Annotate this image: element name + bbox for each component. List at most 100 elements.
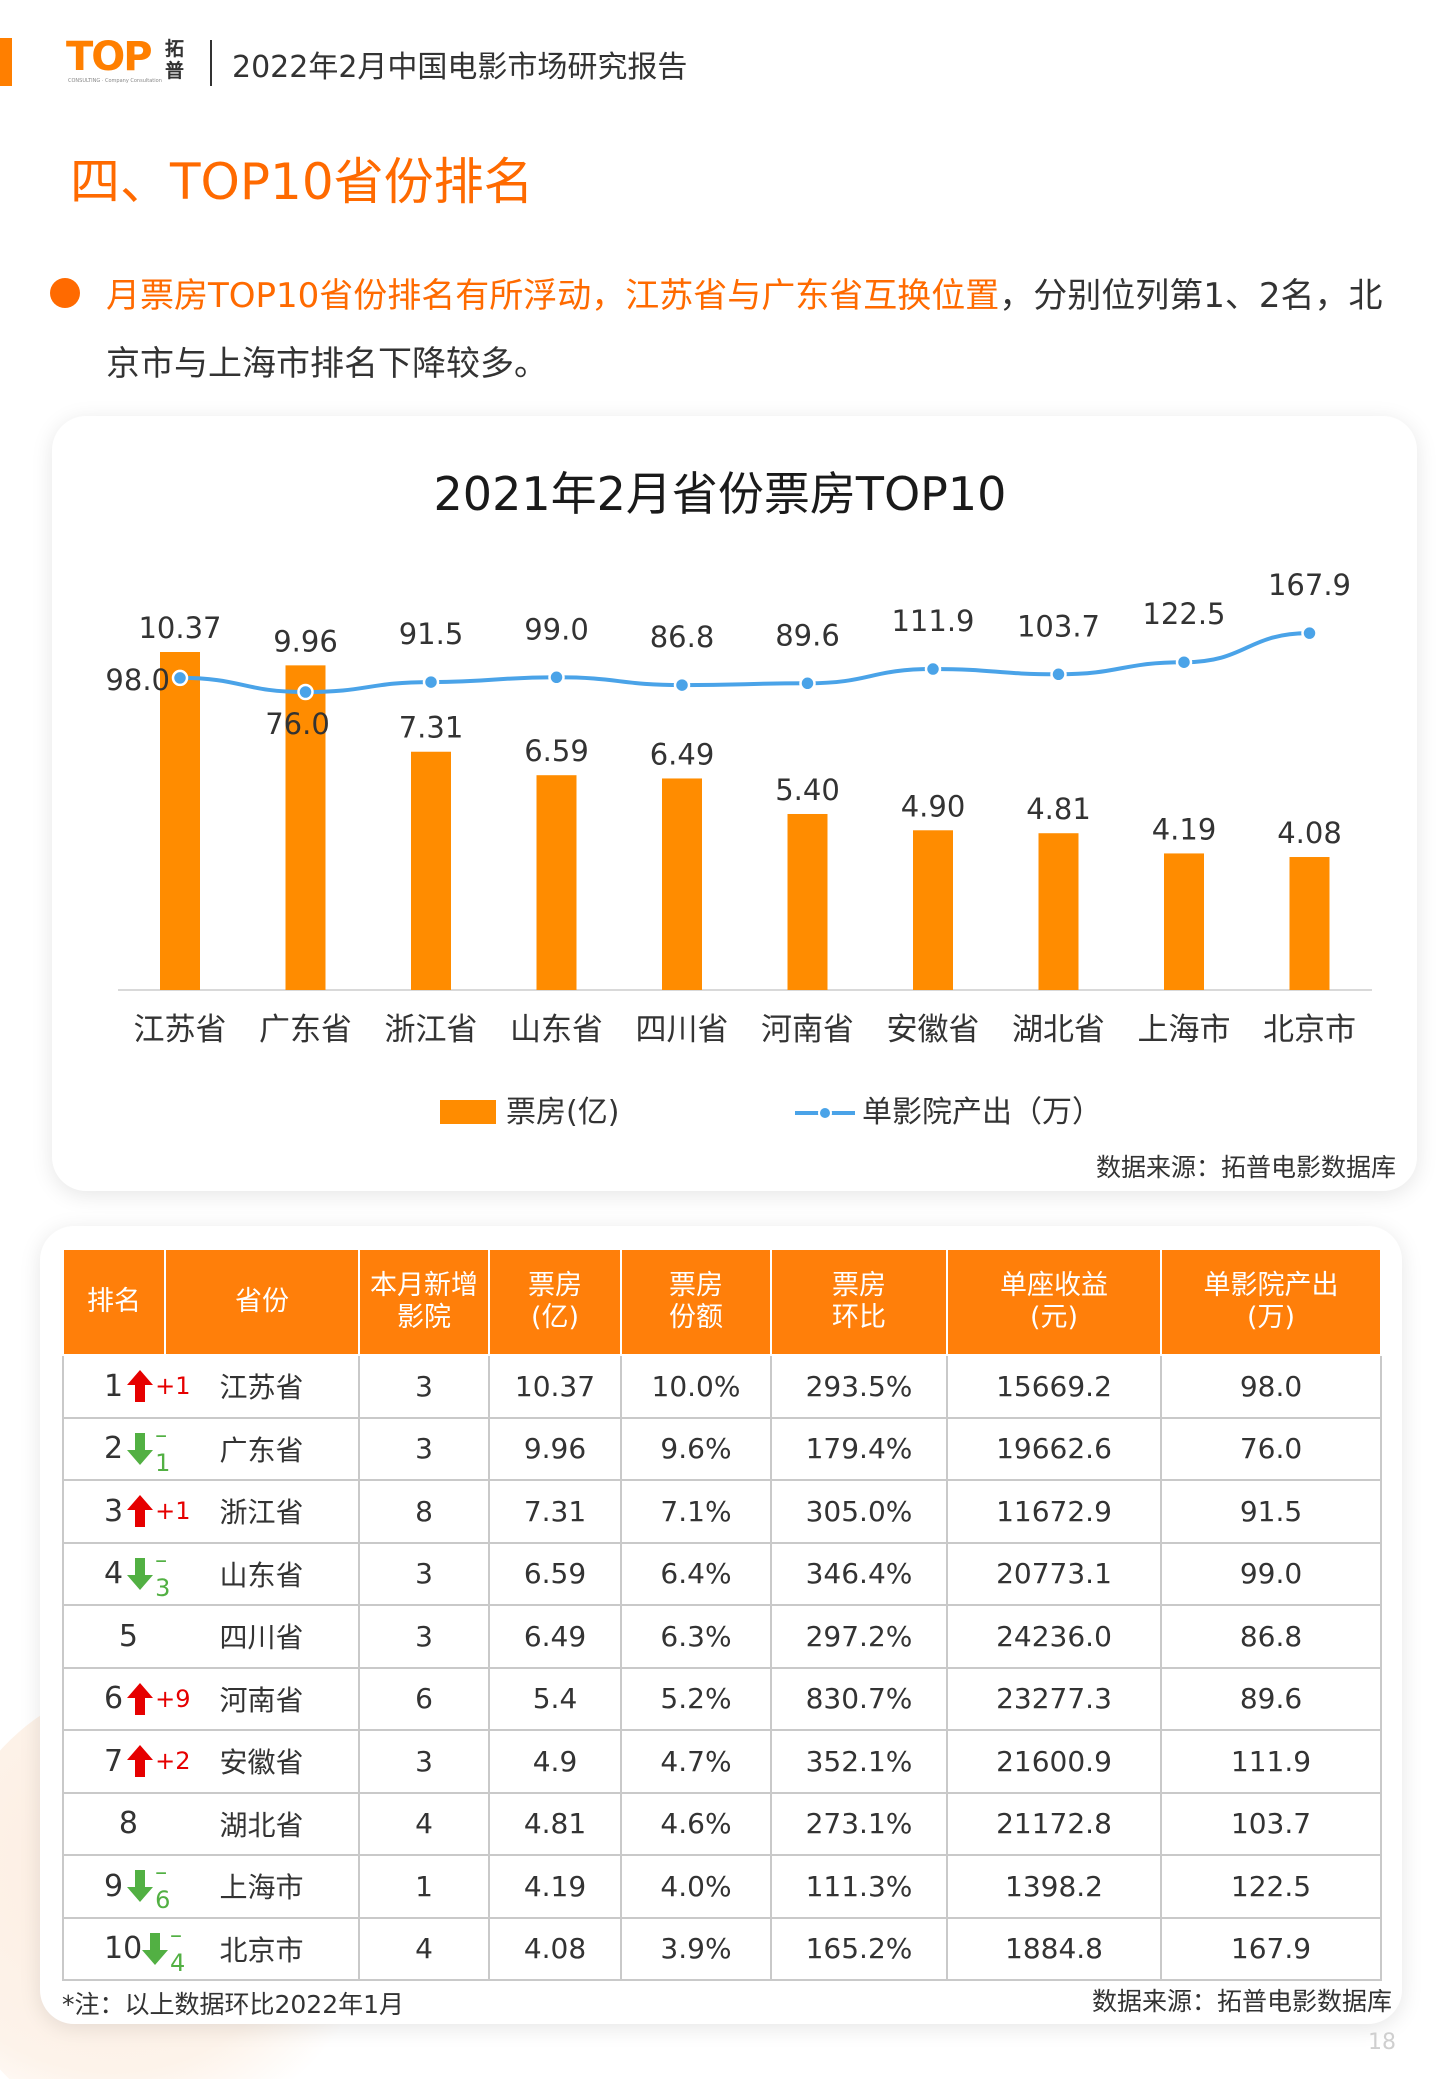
province-cell: 安徽省 [165, 1729, 360, 1794]
bar-value-label: 4.19 [1152, 812, 1217, 846]
rank-number: 5 [118, 1618, 138, 1654]
table-row: 9 –6 上海市 1 4.19 4.0% 111.3% 1398.2 122.5 [62, 1854, 1382, 1919]
rank-cell: 7 +2 [62, 1729, 190, 1794]
logo-subtext: CONSULTING · Company Consultation [68, 78, 162, 84]
x-tick-label: 广东省 [259, 1012, 352, 1048]
x-tick-label: 河南省 [761, 1012, 854, 1048]
seat-revenue-cell: 24236.0 [946, 1604, 1162, 1669]
chart-card [52, 416, 1417, 1191]
cinema-output-cell: 111.9 [1160, 1729, 1382, 1794]
rank-number: 8 [118, 1806, 138, 1842]
bar [787, 813, 828, 990]
line-value-label: 76.0 [265, 707, 330, 741]
cinema-output-cell: 103.7 [1160, 1791, 1382, 1856]
bar [160, 652, 200, 990]
page-number: 18 [1368, 2030, 1396, 2055]
arrow-down-icon [140, 1931, 170, 1967]
share-cell: 4.0% [620, 1854, 772, 1919]
column-header: 票房 份额 [620, 1248, 772, 1356]
new-cinemas-cell: 6 [358, 1666, 490, 1731]
seat-revenue-cell: 11672.9 [946, 1479, 1162, 1544]
line-value-label: 91.5 [399, 617, 464, 651]
cinema-output-cell: 99.0 [1160, 1541, 1382, 1606]
new-cinemas-cell: 3 [358, 1729, 490, 1794]
bar [536, 775, 577, 990]
province-cell: 湖北省 [165, 1791, 360, 1856]
bullet-icon [50, 278, 80, 308]
line-value-label: 122.5 [1142, 597, 1225, 631]
rank-number: 7 [104, 1743, 124, 1779]
table-row: 5 四川省 3 6.49 6.3% 297.2% 24236.0 86.8 [62, 1604, 1382, 1669]
logo-cn-text: 拓普 [165, 38, 185, 82]
footnote: *注：以上数据环比2022年1月 [62, 1990, 405, 2019]
new-cinemas-cell: 4 [358, 1791, 490, 1856]
boxoffice-cell: 4.81 [488, 1791, 622, 1856]
column-header: 票房 环比 [770, 1248, 948, 1356]
rank-cell: 9 –6 [62, 1854, 170, 1919]
province-cell: 河南省 [165, 1666, 360, 1731]
mom-cell: 830.7% [770, 1666, 948, 1731]
province-cell: 山东省 [165, 1541, 360, 1606]
rank-number: 6 [104, 1681, 124, 1717]
rank-change: +1 [155, 1497, 191, 1526]
bar [1164, 853, 1204, 990]
line-point [422, 673, 440, 691]
share-cell: 4.6% [620, 1791, 772, 1856]
rank-change: +1 [155, 1372, 191, 1401]
boxoffice-cell: 4.9 [488, 1729, 622, 1794]
bar-value-label: 9.96 [273, 624, 338, 658]
rank-change: +9 [155, 1684, 191, 1713]
arrow-down-icon [125, 1431, 155, 1467]
table-row: 2 –1 广东省 3 9.96 9.6% 179.4% 19662.6 76.0 [62, 1416, 1382, 1481]
column-header: 本月新增 影院 [358, 1248, 490, 1356]
table-row: 3 +1 浙江省 8 7.31 7.1% 305.0% 11672.9 91.5 [62, 1479, 1382, 1544]
series-line [179, 631, 1310, 695]
province-cell: 北京市 [165, 1916, 360, 1981]
table-row: 6 +9 河南省 6 5.4 5.2% 830.7% 23277.3 89.6 [62, 1666, 1382, 1731]
table-row: 10 –4 北京市 4 4.08 3.9% 165.2% 1884.8 167.9 [62, 1916, 1382, 1981]
table-row: 8 湖北省 4 4.81 4.6% 273.1% 21172.8 103.7 [62, 1791, 1382, 1856]
bar [662, 778, 702, 990]
summary-highlight: 月票房TOP10省份排名有所浮动，江苏省与广东省互换位置 [106, 276, 1000, 316]
boxoffice-cell: 10.37 [488, 1354, 622, 1419]
rank-change: –6 [155, 1858, 171, 1915]
share-cell: 4.7% [620, 1729, 772, 1794]
arrow-up-icon [125, 1368, 155, 1404]
share-cell: 6.3% [620, 1604, 772, 1669]
province-cell: 上海市 [165, 1854, 360, 1919]
rank-number: 9 [104, 1868, 124, 1904]
mom-cell: 346.4% [770, 1541, 948, 1606]
bar-value-label: 5.40 [775, 773, 840, 807]
arrow-up-icon [125, 1493, 155, 1529]
x-tick-label: 山东省 [510, 1012, 603, 1048]
seat-revenue-cell: 15669.2 [946, 1354, 1162, 1419]
cinema-output-cell: 122.5 [1160, 1854, 1382, 1919]
rank-number: 10 [104, 1931, 143, 1967]
x-tick-label: 上海市 [1138, 1012, 1231, 1048]
boxoffice-cell: 4.19 [488, 1854, 622, 1919]
mom-cell: 273.1% [770, 1791, 948, 1856]
cinema-output-cell: 91.5 [1160, 1479, 1382, 1544]
arrow-up-icon [125, 1743, 155, 1779]
province-cell: 江苏省 [165, 1354, 360, 1419]
cinema-output-cell: 86.8 [1160, 1604, 1382, 1669]
column-header: 票房 (亿) [488, 1248, 622, 1356]
seat-revenue-cell: 23277.3 [946, 1666, 1162, 1731]
line-value-label: 98.0 [105, 663, 170, 697]
header-divider [210, 40, 212, 86]
boxoffice-cell: 5.4 [488, 1666, 622, 1731]
bar [285, 665, 326, 990]
line-point [1301, 624, 1318, 642]
mom-cell: 352.1% [770, 1729, 948, 1794]
new-cinemas-cell: 1 [358, 1854, 490, 1919]
bar-value-label: 6.49 [650, 737, 715, 771]
share-cell: 6.4% [620, 1541, 772, 1606]
boxoffice-cell: 7.31 [488, 1479, 622, 1544]
rank-cell: 3 +1 [62, 1479, 190, 1544]
boxoffice-cell: 6.59 [488, 1541, 622, 1606]
share-cell: 9.6% [620, 1416, 772, 1481]
line-point [548, 669, 565, 686]
rank-cell: 1 +1 [62, 1354, 190, 1419]
table-row: 4 –3 山东省 3 6.59 6.4% 346.4% 20773.1 99.0 [62, 1541, 1382, 1606]
boxoffice-cell: 9.96 [488, 1416, 622, 1481]
